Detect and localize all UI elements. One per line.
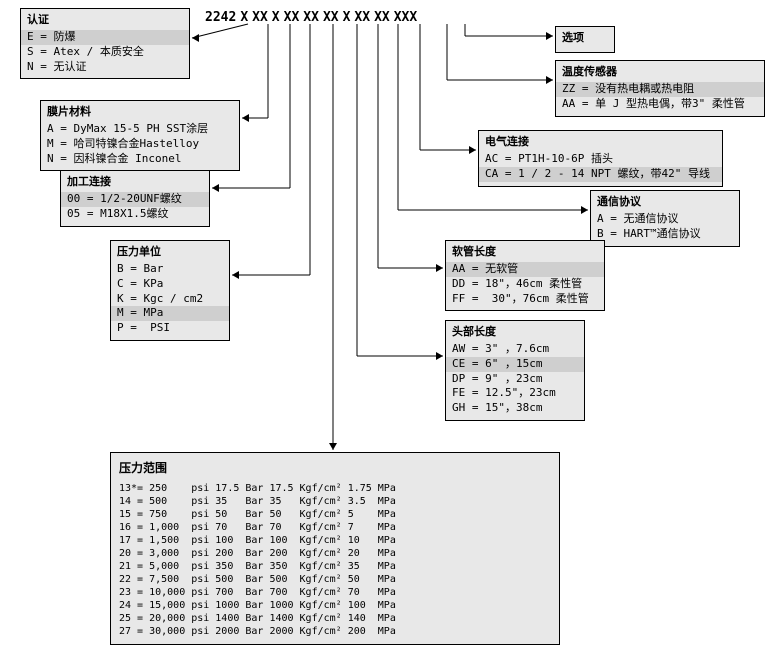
table-row: 23 =10,000psi700Bar700Kgf/cm²70MPa <box>119 586 402 599</box>
box-row: 05 = M18X1.5螺纹 <box>67 207 203 222</box>
box-row: GH = 15"，38cm <box>452 401 578 416</box>
box-opt: 选项 <box>555 26 615 53</box>
box-row: FE = 12.5"，23cm <box>452 386 578 401</box>
box-row: CE = 6" ，15cm <box>446 357 584 372</box>
box-row: N = 无认证 <box>27 60 183 75</box>
box-row: N = 因科镍合金 Inconel <box>47 152 233 167</box>
box-row: AA = 单 J 型热电偶，带3" 柔性管 <box>562 97 758 112</box>
box-proc: 加工连接 00 = 1/2-20UNF螺纹05 = M18X1.5螺纹 <box>60 170 210 227</box>
table-row: 25 =20,000psi1400Bar1400Kgf/cm²140MPa <box>119 612 402 625</box>
box-hose: 软管长度 AA = 无软管DD = 18"，46cm 柔性管FF = 30"，76… <box>445 240 605 311</box>
box-title: 电气连接 <box>485 135 716 150</box>
pressure-table: 13*=250psi17.5Bar17.5Kgf/cm²1.75MPa14 =5… <box>119 482 402 638</box>
box-title: 加工连接 <box>67 175 203 190</box>
box-row: M = MPa <box>111 306 229 321</box>
box-tip: 头部长度 AW = 3" ，7.6cmCE = 6" ，15cmDP = 9" ，… <box>445 320 585 421</box>
box-row: FF = 30"，76cm 柔性管 <box>452 292 598 307</box>
box-title: 膜片材料 <box>47 105 233 120</box>
box-row: AC = PT1H-10-6P 插头 <box>485 152 716 167</box>
box-row: P = PSI <box>117 321 223 336</box>
table-row: 17 =1,500psi100Bar100Kgf/cm²10MPa <box>119 534 402 547</box>
box-title: 压力单位 <box>117 245 223 260</box>
box-row: DP = 9" ，23cm <box>452 372 578 387</box>
box-row: AA = 无软管 <box>446 262 604 277</box>
box-row: 00 = 1/2-20UNF螺纹 <box>61 192 209 207</box>
box-row: B = HART™通信协议 <box>597 227 733 242</box>
box-row: CA = 1 / 2 - 14 NPT 螺纹，带42" 导线 <box>479 167 722 182</box>
box-row: AW = 3" ，7.6cm <box>452 342 578 357</box>
box-row: DD = 18"，46cm 柔性管 <box>452 277 598 292</box>
table-row: 15 =750psi50Bar50Kgf/cm²5MPa <box>119 508 402 521</box>
table-row: 21 =5,000psi350Bar350Kgf/cm²35MPa <box>119 560 402 573</box>
table-row: 16 =1,000psi70Bar70Kgf/cm²7MPa <box>119 521 402 534</box>
table-row: 13*=250psi17.5Bar17.5Kgf/cm²1.75MPa <box>119 482 402 495</box>
box-title: 通信协议 <box>597 195 733 210</box>
box-diaph: 膜片材料 A = DyMax 15-5 PH SST涂层M = 哈司特镍合金Has… <box>40 100 240 171</box>
table-row: 22 =7,500psi500Bar500Kgf/cm²50MPa <box>119 573 402 586</box>
box-row: M = 哈司特镍合金Hastelloy <box>47 137 233 152</box>
box-row: A = DyMax 15-5 PH SST涂层 <box>47 122 233 137</box>
box-title: 选项 <box>562 31 608 46</box>
box-row: S = Atex / 本质安全 <box>27 45 183 60</box>
pressure-range-box: 压力范围 13*=250psi17.5Bar17.5Kgf/cm²1.75MPa… <box>110 452 560 645</box>
box-punit: 压力单位 B = BarC = KPaK = Kgc / cm2M = MPaP … <box>110 240 230 341</box>
table-row: 27 =30,000psi2000Bar2000Kgf/cm²200MPa <box>119 625 402 638</box>
box-row: E = 防爆 <box>21 30 189 45</box>
box-title: 温度传感器 <box>562 65 758 80</box>
box-row: ZZ = 没有热电耦或热电阻 <box>556 82 764 97</box>
table-row: 14 =500psi35Bar35Kgf/cm²3.5MPa <box>119 495 402 508</box>
table-row: 20 =3,000psi200Bar200Kgf/cm²20MPa <box>119 547 402 560</box>
box-comm: 通信协议 A = 无通信协议B = HART™通信协议 <box>590 190 740 247</box>
box-temp: 温度传感器 ZZ = 没有热电耦或热电阻AA = 单 J 型热电偶，带3" 柔性管 <box>555 60 765 117</box>
model-code: 2242XXXXXXXXXXXXXXXXXX <box>205 10 421 25</box>
box-row: C = KPa <box>117 277 223 292</box>
box-elec: 电气连接 AC = PT1H-10-6P 插头CA = 1 / 2 - 14 NP… <box>478 130 723 187</box>
box-title: 头部长度 <box>452 325 578 340</box>
box-row: A = 无通信协议 <box>597 212 733 227</box>
box-title: 软管长度 <box>452 245 598 260</box>
box-title: 认证 <box>27 13 183 28</box>
box-row: K = Kgc / cm2 <box>117 292 223 307</box>
pressure-title: 压力范围 <box>119 459 551 476</box>
box-row: B = Bar <box>117 262 223 277</box>
table-row: 24 =15,000psi1000Bar1000Kgf/cm²100MPa <box>119 599 402 612</box>
box-cert: 认证 E = 防爆S = Atex / 本质安全N = 无认证 <box>20 8 190 79</box>
